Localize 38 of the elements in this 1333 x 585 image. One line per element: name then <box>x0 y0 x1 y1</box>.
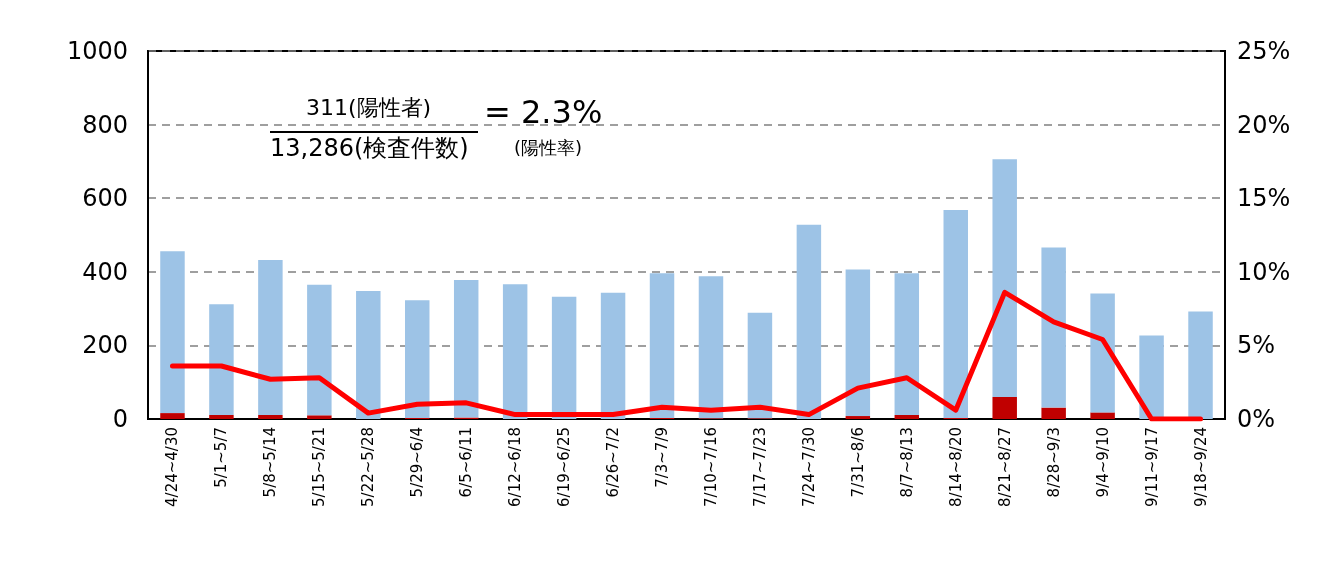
x-tick-label: 8/7~8/13 <box>897 427 916 498</box>
y2-tick-label: 20% <box>1237 110 1291 139</box>
x-tick-label: 9/11~9/17 <box>1142 427 1161 507</box>
y-tick-label: 600 <box>82 184 128 213</box>
x-tick-label: 6/5~6/11 <box>457 427 476 498</box>
x-tick-label: 9/4~9/10 <box>1093 427 1112 498</box>
x-tick-label: 4/24~4/30 <box>163 427 182 507</box>
x-tick-label: 6/26~7/2 <box>604 427 623 498</box>
x-tick-label: 8/14~8/20 <box>946 427 965 507</box>
y2-tick-label: 15% <box>1237 184 1291 213</box>
x-tick-label: 6/12~6/18 <box>506 427 525 507</box>
x-tick-label: 7/24~7/30 <box>799 427 818 507</box>
annotation: 13,286(検査件数) <box>270 134 469 162</box>
x-tick-label: 5/8~5/14 <box>261 427 280 498</box>
y-tick-label: 800 <box>82 110 128 139</box>
y2-tick-label: 5% <box>1237 331 1276 360</box>
annotation: (陽性率) <box>514 136 583 158</box>
x-tick-label: 9/18~9/24 <box>1191 427 1210 507</box>
y-tick-label: 200 <box>82 331 128 360</box>
x-tick-label: 7/10~7/16 <box>701 427 720 507</box>
y2-tick-label: 10% <box>1237 257 1291 286</box>
y-tick-label: 400 <box>82 257 128 286</box>
x-tick-label: 7/17~7/23 <box>750 427 769 507</box>
x-tick-label: 5/1~5/7 <box>212 427 231 488</box>
y-tick-label: 1000 <box>66 37 128 65</box>
x-tick-label: 8/28~9/3 <box>1044 427 1063 498</box>
x-tick-label: 7/31~8/6 <box>848 427 867 498</box>
x-tick-label: 5/15~5/21 <box>310 427 329 507</box>
x-tick-label: 5/29~6/4 <box>408 427 427 498</box>
y-tick-label: 0 <box>112 405 128 433</box>
x-tick-label: 6/19~6/25 <box>555 427 574 507</box>
y2-tick-label: 0% <box>1237 405 1276 433</box>
x-tick-label: 7/3~7/9 <box>653 427 672 488</box>
annotation: 311(陽性者) <box>306 94 432 120</box>
annotation: = 2.3% <box>484 93 603 131</box>
x-tick-label: 5/22~5/28 <box>359 427 378 507</box>
y2-tick-label: 25% <box>1237 37 1291 65</box>
x-tick-label: 8/21~8/27 <box>995 427 1014 507</box>
